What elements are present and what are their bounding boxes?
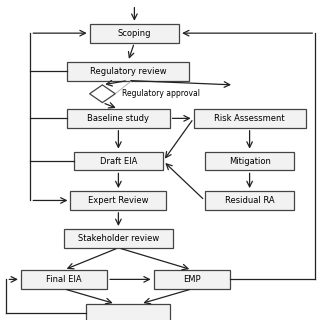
FancyBboxPatch shape [67, 109, 170, 128]
FancyBboxPatch shape [205, 191, 294, 210]
FancyBboxPatch shape [86, 304, 170, 320]
FancyBboxPatch shape [67, 61, 189, 81]
Text: Regulatory approval: Regulatory approval [122, 89, 200, 98]
FancyBboxPatch shape [154, 270, 230, 289]
FancyBboxPatch shape [21, 270, 107, 289]
Text: Risk Assessment: Risk Assessment [214, 114, 285, 123]
Text: EMP: EMP [183, 275, 201, 284]
FancyBboxPatch shape [90, 24, 179, 43]
Text: Residual RA: Residual RA [225, 196, 275, 205]
FancyBboxPatch shape [64, 229, 173, 248]
Text: Expert Review: Expert Review [88, 196, 149, 205]
Text: Regulatory review: Regulatory review [90, 67, 166, 76]
Text: Baseline study: Baseline study [87, 114, 149, 123]
FancyBboxPatch shape [205, 152, 294, 171]
Polygon shape [90, 85, 115, 103]
Text: Scoping: Scoping [118, 29, 151, 38]
FancyBboxPatch shape [74, 152, 163, 171]
Text: Draft EIA: Draft EIA [100, 156, 137, 165]
FancyBboxPatch shape [194, 109, 306, 128]
FancyBboxPatch shape [70, 191, 166, 210]
Text: Mitigation: Mitigation [229, 156, 270, 165]
Text: Final EIA: Final EIA [46, 275, 82, 284]
Text: Stakeholder review: Stakeholder review [78, 234, 159, 243]
